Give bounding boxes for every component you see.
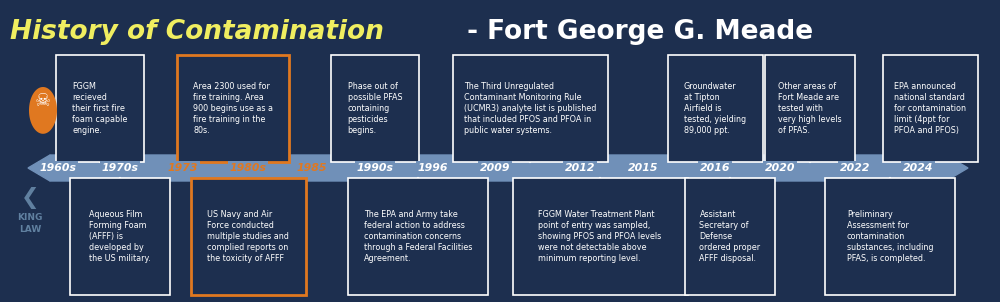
Text: The EPA and Army take
federal action to address
contamination concerns
through a: The EPA and Army take federal action to … (364, 210, 472, 263)
Text: 2015: 2015 (628, 163, 658, 173)
FancyBboxPatch shape (190, 178, 306, 295)
Text: 1996: 1996 (418, 163, 448, 173)
FancyBboxPatch shape (177, 55, 289, 162)
Text: 1985: 1985 (297, 163, 327, 173)
FancyBboxPatch shape (685, 178, 775, 295)
FancyBboxPatch shape (56, 55, 144, 162)
FancyBboxPatch shape (348, 178, 488, 295)
Text: ❮: ❮ (21, 187, 39, 209)
Text: Preliminary
Assessment for
contamination
substances, including
PFAS, is complete: Preliminary Assessment for contamination… (847, 210, 933, 263)
Text: FGGM
recieved
their first fire
foam capable
engine.: FGGM recieved their first fire foam capa… (72, 82, 128, 135)
FancyBboxPatch shape (765, 55, 855, 162)
Text: The Third Unregulated
Contaminant Monitoring Rule
(UCMR3) analyte list is publis: The Third Unregulated Contaminant Monito… (464, 82, 596, 135)
Text: 1960s: 1960s (40, 163, 76, 173)
Text: - Fort George G. Meade: - Fort George G. Meade (458, 19, 813, 45)
Text: EPA announced
national standard
for contamination
limit (4ppt for
PFOA and PFOS): EPA announced national standard for cont… (894, 82, 966, 135)
FancyBboxPatch shape (825, 178, 955, 295)
Text: FGGM Water Treatment Plant
point of entry was sampled,
showing PFOS and PFOA lev: FGGM Water Treatment Plant point of entr… (538, 210, 662, 263)
Text: KING: KING (17, 214, 43, 223)
Polygon shape (29, 87, 57, 134)
Text: 1973: 1973 (168, 163, 198, 173)
FancyBboxPatch shape (668, 55, 763, 162)
Text: History of Contamination: History of Contamination (10, 19, 384, 45)
FancyBboxPatch shape (70, 178, 170, 295)
Text: Other areas of
Fort Meade are
tested with
very high levels
of PFAS.: Other areas of Fort Meade are tested wit… (778, 82, 842, 135)
FancyBboxPatch shape (883, 55, 978, 162)
Text: Phase out of
possible PFAS
containing
pesticides
begins.: Phase out of possible PFAS containing pe… (348, 82, 402, 135)
Text: LAW: LAW (19, 226, 41, 234)
Text: 2009: 2009 (480, 163, 510, 173)
Text: Aqueous Film
Forming Foam
(AFFF) is
developed by
the US military.: Aqueous Film Forming Foam (AFFF) is deve… (89, 210, 151, 263)
Text: Area 2300 used for
fire training. Area
900 begins use as a
fire training in the
: Area 2300 used for fire training. Area 9… (193, 82, 273, 135)
FancyBboxPatch shape (452, 55, 608, 162)
Text: 1990s: 1990s (356, 163, 394, 173)
Text: 2022: 2022 (840, 163, 870, 173)
FancyArrow shape (50, 155, 968, 181)
Text: 2024: 2024 (903, 163, 933, 173)
FancyArrow shape (28, 155, 50, 181)
Text: 1980s: 1980s (230, 163, 266, 173)
FancyBboxPatch shape (512, 178, 688, 295)
Text: Groundwater
at Tipton
Airfield is
tested, yielding
89,000 ppt.: Groundwater at Tipton Airfield is tested… (684, 82, 746, 135)
Text: 1970s: 1970s (102, 163, 138, 173)
Text: ☠: ☠ (35, 92, 51, 110)
Text: US Navy and Air
Force conducted
multiple studies and
complied reports on
the tox: US Navy and Air Force conducted multiple… (207, 210, 289, 263)
Text: 2020: 2020 (765, 163, 795, 173)
FancyBboxPatch shape (331, 55, 419, 162)
Text: Assistant
Secretary of
Defense
ordered proper
AFFF disposal.: Assistant Secretary of Defense ordered p… (699, 210, 761, 263)
Text: 2016: 2016 (700, 163, 730, 173)
Text: 2012: 2012 (565, 163, 595, 173)
